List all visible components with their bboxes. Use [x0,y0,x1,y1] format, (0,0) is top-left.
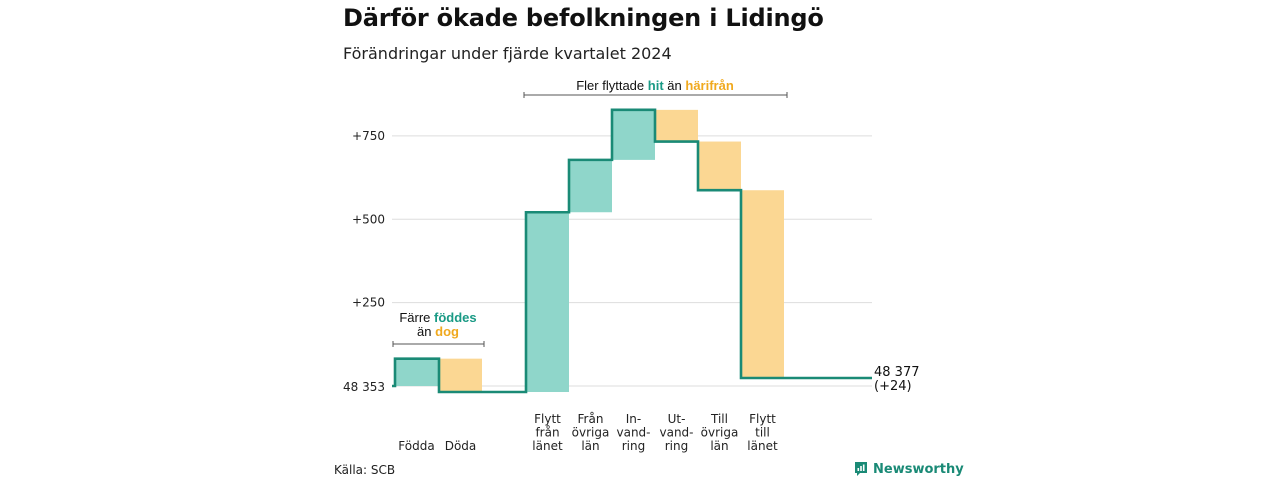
start-value-label: 48 353 [343,380,385,394]
x-tick-label: Till [710,412,728,426]
x-tick-label: Ut- [668,412,686,426]
x-tick-label: ring [665,439,689,453]
x-tick-label: från [535,426,559,440]
x-tick-label: övriga [572,426,610,440]
x-tick-label: övriga [701,426,739,440]
moves-annotation-teal: hit [647,78,664,93]
x-tick-label: län [710,439,728,453]
waterfall-bar [569,159,612,213]
x-tick-label: ring [622,439,646,453]
chart-title: Därför ökade befolkningen i Lidingö [343,4,824,32]
births-annotation-orange: dog [435,324,459,339]
births-annotation-line2: än [417,324,432,339]
x-tick-label: länet [747,439,778,453]
x-tick-label: Flytt [749,412,776,426]
x-tick-label: In- [626,412,641,426]
x-tick-label: Födda [398,439,434,453]
waterfall-bar [439,358,482,393]
x-tick-label: Flytt [534,412,561,426]
births-annotation: Färre föddes än dog [386,311,490,339]
births-annotation-teal: föddes [434,310,477,325]
moves-annotation-prefix: Fler flyttade [576,78,645,93]
moves-annotation: Fler flyttade hit än härifrån [520,78,790,93]
x-tick-label: vand- [659,426,693,440]
newsworthy-icon [855,462,867,476]
x-tick-label: Från [578,412,604,426]
x-tick-label: länet [532,439,563,453]
source-note: Källa: SCB [334,463,396,477]
waterfall-bar [741,190,784,378]
end-change-label: (+24) [874,379,912,394]
moves-annotation-middle: än [667,78,682,93]
waterfall-bar [526,212,569,393]
y-tick-label: +250 [352,296,385,310]
waterfall-bar [395,358,438,386]
waterfall-bar [612,109,655,160]
brand-name: Newsworthy [873,461,964,477]
births-annotation-line1: Färre [399,310,431,325]
chart-subtitle: Förändringar under fjärde kvartalet 2024 [343,44,672,63]
y-tick-label: +750 [352,129,385,143]
y-tick-label: +500 [352,212,385,226]
cumulative-line [392,108,872,394]
waterfall-bar [655,109,698,142]
end-value-label: 48 377 [874,365,920,380]
waterfall-bar [698,141,741,191]
x-tick-label: vand- [616,426,650,440]
x-tick-label: till [755,426,770,440]
x-tick-label: Döda [445,439,477,453]
brand-logo: Newsworthy [854,461,964,477]
moves-annotation-orange: härifrån [685,78,734,93]
x-tick-label: län [581,439,599,453]
